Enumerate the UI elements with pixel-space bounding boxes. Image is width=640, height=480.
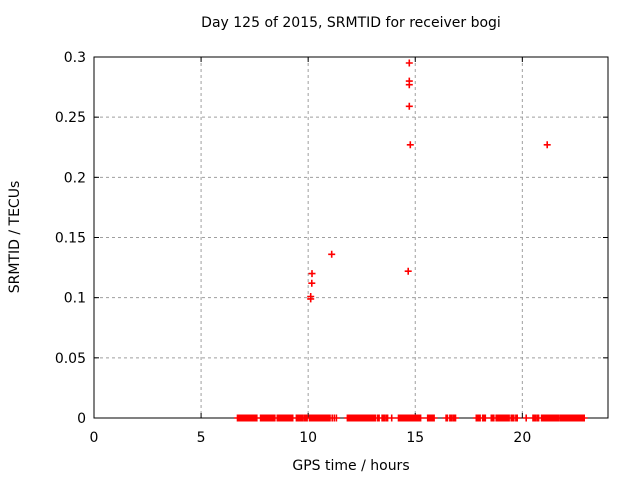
y-tick-label: 0.05 <box>55 351 86 367</box>
x-tick-label: 20 <box>513 430 531 446</box>
y-tick-label: 0.15 <box>55 231 86 247</box>
y-tick-label: 0.3 <box>64 50 86 66</box>
y-tick-label: 0.25 <box>55 110 86 126</box>
x-tick-label: 0 <box>90 430 99 446</box>
data-points <box>307 59 551 303</box>
x-axis-label: GPS time / hours <box>292 458 410 474</box>
x-tick-label: 10 <box>299 430 317 446</box>
baseline-data-points <box>234 414 588 422</box>
x-tick-label: 15 <box>406 430 424 446</box>
plot-border <box>93 56 609 419</box>
chart-title: Day 125 of 2015, SRMTID for receiver bog… <box>201 15 501 31</box>
y-tick-label: 0.1 <box>64 291 86 307</box>
y-tick-label: 0.2 <box>64 170 86 186</box>
y-tick-label: 0 <box>77 411 86 427</box>
x-tick-label: 5 <box>197 430 206 446</box>
